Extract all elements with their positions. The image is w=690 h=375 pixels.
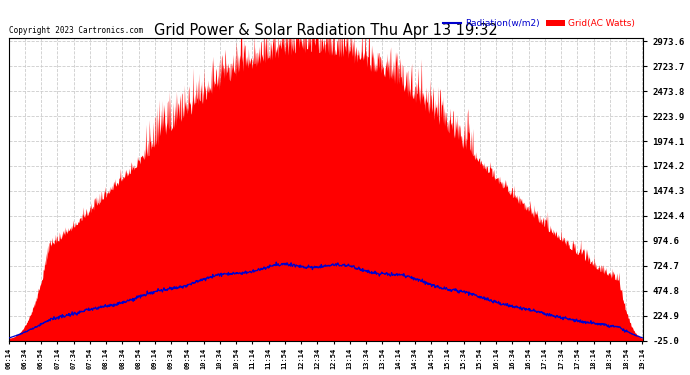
Text: Copyright 2023 Cartronics.com: Copyright 2023 Cartronics.com	[9, 26, 144, 35]
Legend: Radiation(w/m2), Grid(AC Watts): Radiation(w/m2), Grid(AC Watts)	[440, 16, 639, 32]
Title: Grid Power & Solar Radiation Thu Apr 13 19:32: Grid Power & Solar Radiation Thu Apr 13 …	[154, 23, 497, 38]
